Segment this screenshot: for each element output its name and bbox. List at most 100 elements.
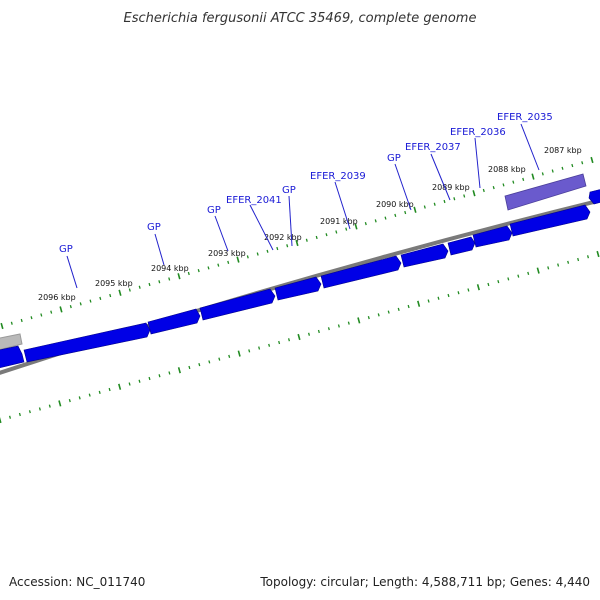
ruler-minor-tick (168, 277, 171, 281)
ruler-minor-tick (507, 277, 510, 281)
ruler-minor-tick (286, 244, 289, 248)
ruler-minor-tick (138, 379, 141, 383)
ruler-minor-tick (258, 346, 261, 350)
ruler-minor-tick (374, 219, 377, 223)
ruler-minor-tick (453, 197, 456, 201)
ruler-minor-tick (581, 161, 584, 165)
ruler-major-tick (354, 223, 358, 230)
ruler-minor-tick (187, 271, 190, 276)
ruler-minor-tick (158, 280, 161, 284)
ruler-minor-tick (522, 177, 525, 181)
gene-arrow-highlight (504, 173, 587, 211)
ruler-minor-tick (335, 230, 338, 234)
ruler-minor-tick (30, 316, 33, 320)
ruler-minor-tick (268, 343, 271, 347)
leader-line (394, 163, 412, 211)
ruler-minor-tick (217, 263, 220, 267)
ruler-label: 2090 kbp (376, 200, 414, 209)
ruler-minor-tick (287, 338, 291, 342)
ruler-minor-tick (557, 263, 560, 267)
ruler-minor-tick (50, 310, 53, 314)
gene-arrow (23, 322, 151, 363)
leader-line (520, 123, 540, 171)
ruler-minor-tick (98, 390, 101, 394)
gene-label: EFER_2039 (310, 171, 366, 182)
ruler-major-tick (59, 306, 63, 313)
gene-label: GP (207, 205, 221, 216)
gene-arrow (0, 345, 25, 368)
ruler-minor-tick (325, 233, 328, 237)
ruler-major-tick (531, 173, 535, 180)
ruler-minor-tick (502, 183, 505, 187)
ruler-minor-tick (447, 293, 450, 298)
ruler-major-tick (596, 250, 600, 258)
ruler-minor-tick (128, 288, 131, 292)
ruler-major-tick (295, 239, 299, 247)
ruler-label: 2091 kbp (320, 217, 358, 226)
ruler-minor-tick (586, 255, 590, 259)
ruler-minor-tick (437, 296, 440, 300)
ruler-minor-tick (423, 205, 426, 209)
ruler-minor-tick (78, 396, 81, 400)
ruler-major-tick (0, 416, 2, 424)
ruler-minor-tick (394, 213, 397, 217)
gene-label: GP (147, 222, 161, 233)
ruler-minor-tick (315, 235, 318, 240)
ruler-label: 2087 kbp (544, 146, 582, 155)
ruler-minor-tick (28, 410, 31, 414)
forward-genes (0, 189, 600, 368)
ruler-major-tick (413, 206, 417, 213)
ruler-minor-tick (364, 222, 367, 226)
ruler-label: 2093 kbp (208, 249, 246, 258)
ruler-minor-tick (20, 318, 23, 323)
gene-arrow (588, 189, 600, 205)
leader-line (249, 204, 274, 251)
ruler-minor-tick (307, 332, 311, 336)
gene-arrow (447, 236, 476, 256)
ruler-minor-tick (433, 202, 436, 206)
ruler-minor-tick (561, 166, 564, 170)
ruler-major-tick (236, 256, 240, 263)
leader-line (66, 255, 78, 289)
ruler-minor-tick (387, 310, 390, 314)
ruler-minor-tick (108, 387, 111, 392)
ruler-minor-tick (227, 260, 230, 264)
ruler-minor-tick (541, 172, 544, 176)
ruler-minor-tick (99, 296, 102, 300)
gene-label: EFER_2035 (497, 112, 553, 123)
ruler-minor-tick (367, 316, 370, 320)
gene-label: EFER_2036 (450, 127, 506, 138)
ruler-ticks-inner (0, 250, 600, 424)
ruler-label: 2088 kbp (488, 165, 526, 174)
leader-line (334, 181, 351, 230)
gene-arrow-grey (0, 333, 23, 351)
ruler-minor-tick (88, 393, 91, 397)
ruler-minor-tick (10, 321, 13, 325)
gene-label: GP (387, 153, 401, 164)
ruler-minor-tick (198, 363, 201, 367)
ruler-minor-tick (158, 374, 161, 378)
ruler-minor-tick (207, 266, 210, 270)
ruler-major-tick (476, 284, 480, 291)
leader-line (430, 153, 451, 201)
ruler-minor-tick (197, 269, 200, 273)
ruler-minor-tick (278, 340, 281, 345)
ruler-label: 2092 kbp (264, 233, 302, 242)
ruler-minor-tick (168, 371, 171, 375)
ruler-minor-tick (38, 407, 41, 411)
ruler-major-tick (118, 383, 122, 390)
ruler-minor-tick (467, 288, 470, 292)
ruler-minor-tick (384, 216, 387, 220)
ruler-minor-tick (218, 357, 221, 361)
ruler-minor-tick (482, 188, 485, 193)
gene-arrow (472, 225, 513, 248)
ruler-major-tick (177, 273, 181, 280)
ruler-major-tick (0, 322, 4, 330)
ruler-minor-tick (567, 260, 570, 264)
ruler-minor-tick (497, 280, 500, 284)
ruler-minor-tick (317, 329, 320, 334)
gene-labels: GP GP GP EFER_2041 GP EFER_2039 GP EFER_… (59, 112, 553, 255)
gene-label: GP (59, 244, 73, 255)
ruler-major-tick (118, 289, 122, 296)
ruler-minor-tick (517, 274, 520, 278)
